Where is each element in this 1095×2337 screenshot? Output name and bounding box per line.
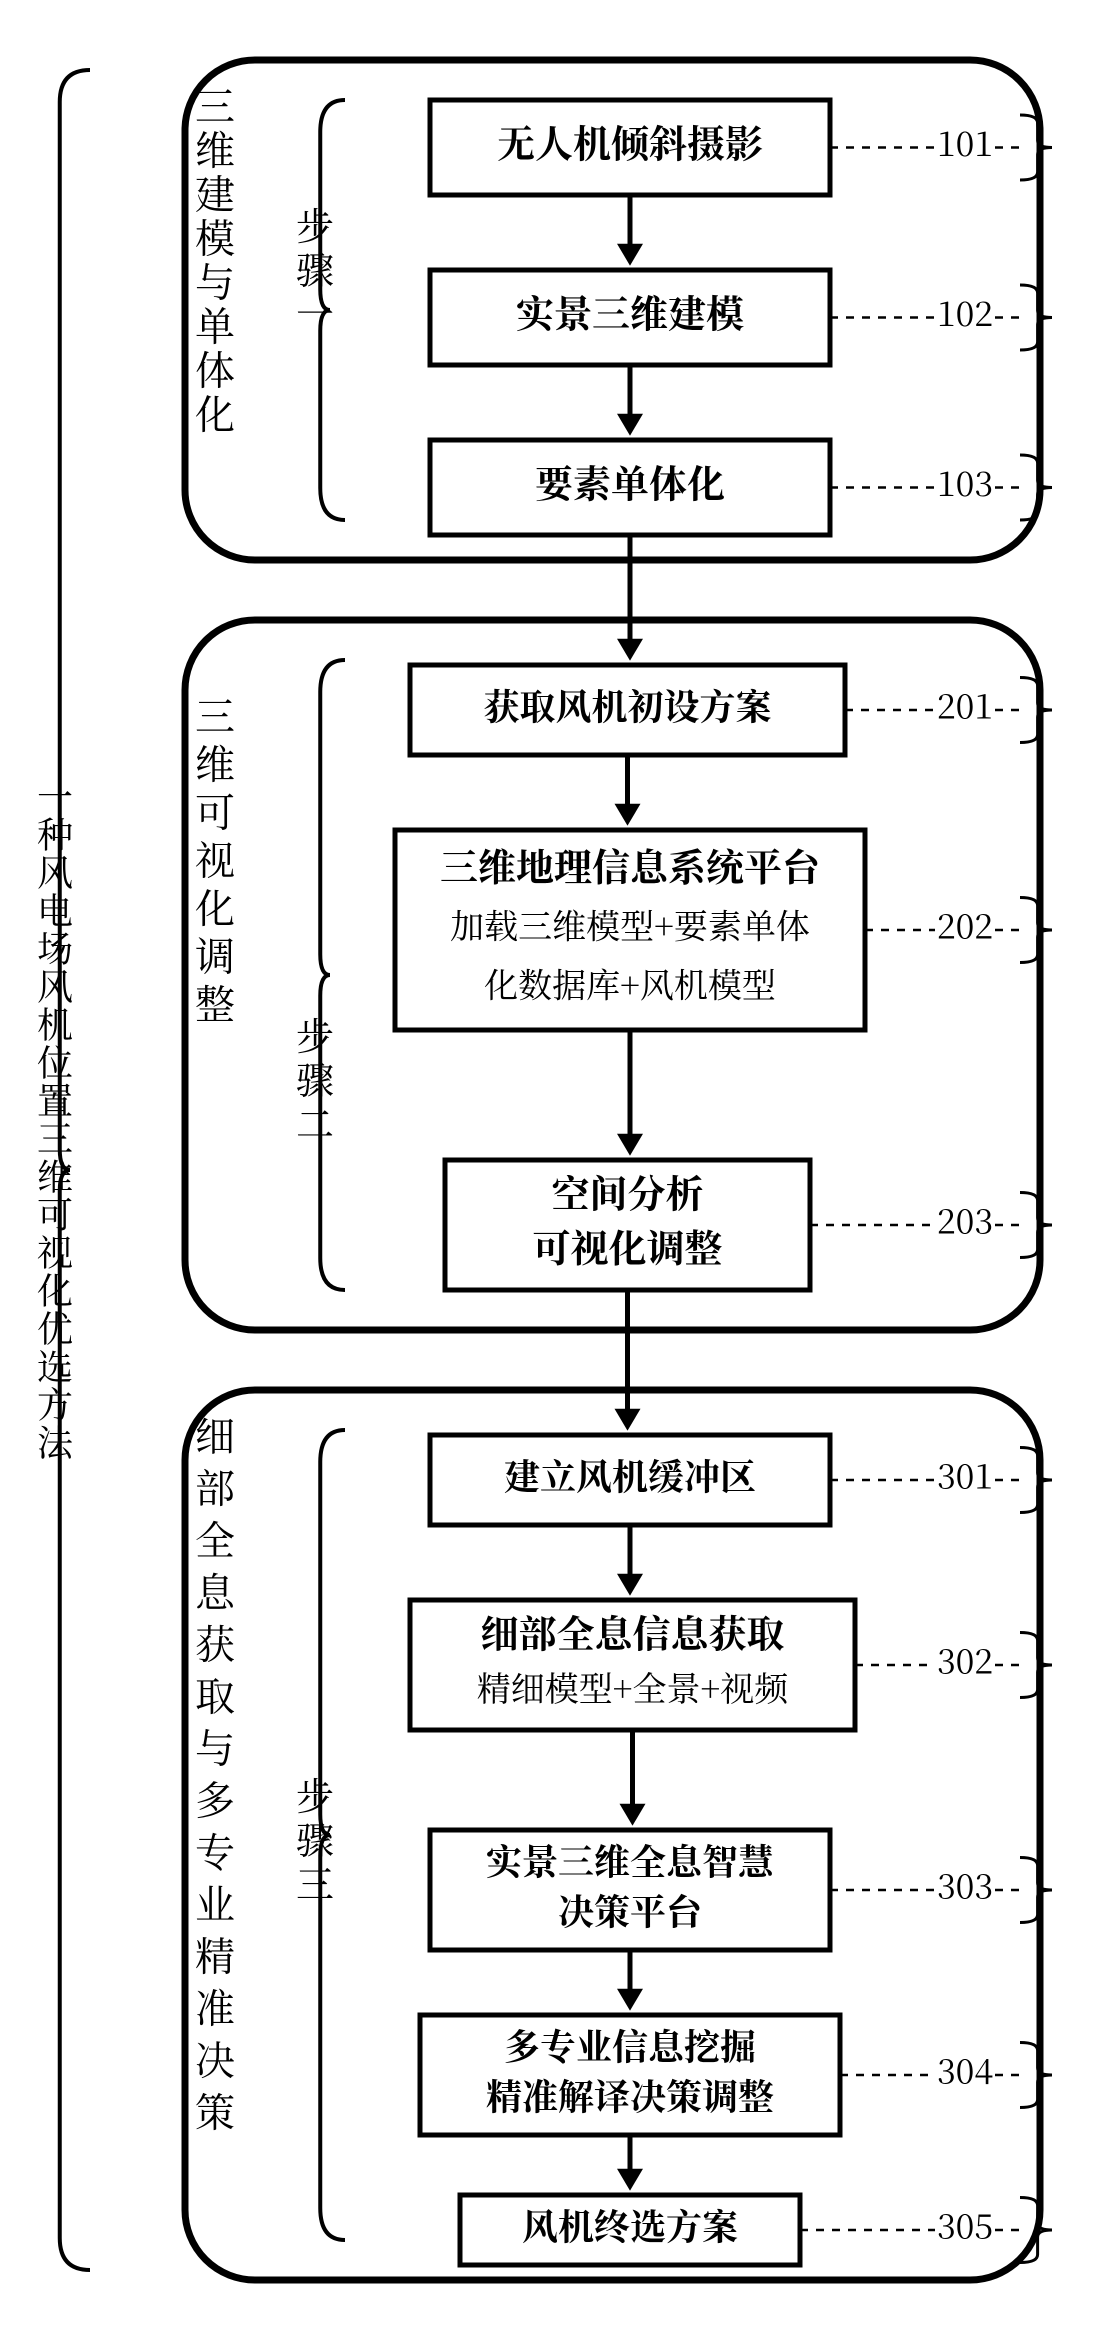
flow-box-b302: 细部全息信息获取精细模型+全景+视频 302 bbox=[410, 1600, 1020, 1730]
box-number-label: 202 bbox=[937, 900, 993, 949]
flow-box-b303: 实景三维全息智慧决策平台 303 bbox=[430, 1830, 1020, 1950]
box-text: 三维地理信息系统平台 bbox=[440, 837, 822, 892]
svg-text:细: 细 bbox=[195, 1405, 235, 1462]
svg-text:获: 获 bbox=[195, 1613, 235, 1670]
right-brace bbox=[1020, 1633, 1052, 1698]
flow-box-b102: 实景三维建模 102 bbox=[430, 270, 1020, 365]
box-text: 加载三维模型+要素单体 bbox=[450, 900, 810, 949]
box-number-label: 305 bbox=[937, 2200, 993, 2249]
box-text: 建立风机缓冲区 bbox=[504, 1449, 756, 1500]
box-number-label: 302 bbox=[937, 1635, 993, 1684]
step-brace-s2 bbox=[320, 660, 345, 1290]
step-label-s3: 步骤三 bbox=[296, 1766, 334, 1909]
box-number-label: 303 bbox=[937, 1860, 993, 1909]
svg-text:专: 专 bbox=[195, 1821, 235, 1878]
box-text: 要素单体化 bbox=[535, 453, 725, 508]
svg-text:准: 准 bbox=[195, 1977, 235, 2034]
box-text: 精准解译决策调整 bbox=[486, 2069, 774, 2120]
step-label-s1: 步骤一 bbox=[296, 196, 334, 339]
box-text: 实景三维建模 bbox=[516, 283, 744, 338]
flow-box-b305: 风机终选方案 305 bbox=[460, 2195, 1020, 2265]
box-text: 多专业信息挖掘 bbox=[504, 2019, 756, 2070]
svg-text:取: 取 bbox=[195, 1665, 235, 1722]
flow-box-b301: 建立风机缓冲区 301 bbox=[430, 1435, 1020, 1525]
flow-box-b203: 空间分析可视化调整 203 bbox=[445, 1160, 1020, 1290]
flow-box-b103: 要素单体化 103 bbox=[430, 440, 1020, 535]
svg-text:法: 法 bbox=[37, 1415, 74, 1466]
right-brace bbox=[1020, 1448, 1052, 1513]
svg-text:全: 全 bbox=[195, 1509, 235, 1566]
box-text: 风机终选方案 bbox=[522, 2199, 738, 2250]
svg-text:化: 化 bbox=[195, 383, 235, 440]
box-text: 决策平台 bbox=[558, 1884, 703, 1935]
flow-box-b304: 多专业信息挖掘精准解译决策调整 304 bbox=[420, 2015, 1020, 2135]
right-brace bbox=[1020, 2043, 1052, 2108]
step-label-s2: 步骤二 bbox=[296, 1006, 334, 1149]
box-text: 空间分析 bbox=[551, 1164, 703, 1219]
box-text: 细部全息信息获取 bbox=[480, 1604, 784, 1659]
section-title-s1: 三维建模与单体化 bbox=[195, 75, 235, 440]
box-text: 化数据库+风机模型 bbox=[484, 959, 776, 1008]
box-text: 实景三维全息智慧 bbox=[486, 1834, 776, 1885]
right-brace bbox=[1020, 115, 1052, 180]
svg-text:与: 与 bbox=[195, 1717, 235, 1774]
box-number-label: 101 bbox=[937, 117, 993, 166]
section-title-s3: 细部全息获取与多专业精准决策 bbox=[195, 1405, 236, 2138]
main-title: 一种风电场风机位置三维可视化优选方法 bbox=[37, 769, 74, 1466]
right-brace bbox=[1020, 1193, 1052, 1258]
right-brace bbox=[1020, 898, 1052, 963]
right-brace bbox=[1020, 678, 1052, 743]
box-number-label: 103 bbox=[937, 457, 993, 506]
svg-text:精: 精 bbox=[195, 1925, 235, 1982]
box-number-label: 201 bbox=[937, 680, 993, 729]
svg-text:整: 整 bbox=[195, 973, 235, 1030]
flow-box-b101: 无人机倾斜摄影 101 bbox=[430, 100, 1020, 195]
box-number-label: 304 bbox=[937, 2045, 993, 2094]
svg-text:策: 策 bbox=[195, 2081, 235, 2138]
svg-text:决: 决 bbox=[195, 2029, 235, 2086]
box-text: 无人机倾斜摄影 bbox=[497, 113, 763, 168]
box-number-label: 203 bbox=[937, 1195, 993, 1244]
svg-text:息: 息 bbox=[195, 1561, 236, 1618]
svg-text:业: 业 bbox=[195, 1873, 235, 1930]
flow-box-b202: 三维地理信息系统平台加载三维模型+要素单体化数据库+风机模型 202 bbox=[395, 830, 1020, 1030]
right-brace bbox=[1020, 285, 1052, 350]
right-brace bbox=[1020, 1858, 1052, 1923]
svg-text:多: 多 bbox=[195, 1769, 235, 1826]
svg-text:二: 二 bbox=[296, 1094, 334, 1149]
flow-box-b201: 获取风机初设方案 201 bbox=[410, 665, 1020, 755]
box-number-label: 301 bbox=[937, 1450, 993, 1499]
svg-text:三: 三 bbox=[296, 1854, 334, 1909]
box-text: 精细模型+全景+视频 bbox=[477, 1662, 789, 1711]
box-number-label: 102 bbox=[937, 287, 993, 336]
box-text: 获取风机初设方案 bbox=[483, 679, 771, 730]
box-text: 可视化调整 bbox=[532, 1218, 722, 1273]
svg-text:部: 部 bbox=[195, 1457, 235, 1514]
svg-text:一: 一 bbox=[296, 284, 334, 339]
section-title-s2: 三维可视化调整 bbox=[195, 685, 235, 1030]
